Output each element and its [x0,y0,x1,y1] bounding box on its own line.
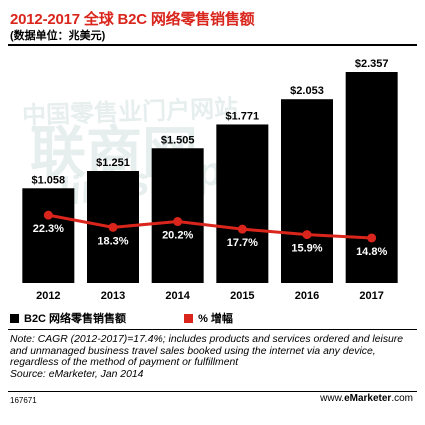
x-tick-label-2013: 2013 [101,290,125,302]
bar-value-label-2015: $1.771 [226,110,260,122]
growth-value-label-2013: 18.3% [97,235,128,247]
bar-2017 [345,72,398,283]
bar-2014 [151,148,204,283]
growth-point-2013 [108,222,118,232]
x-tick-label-2017: 2017 [359,290,383,302]
legend-bar-swatch [10,313,19,323]
brand-url: www.eMarketer.com [320,393,413,404]
brand-url-suffix: .com [391,393,413,404]
bar-value-label-2017: $2.357 [355,58,389,70]
x-tick-label-2014: 2014 [165,290,190,302]
growth-point-2016 [302,230,312,240]
footer-divider [8,391,417,392]
chart-legend: B2C 网络零售销售额 % 增幅 [10,310,233,326]
x-tick-label-2012: 2012 [36,290,60,302]
bar-value-label-2013: $1.251 [96,157,130,169]
growth-value-label-2014: 20.2% [162,230,193,242]
growth-point-2014 [173,217,183,227]
note-divider [8,329,417,330]
bar-value-label-2012: $1.058 [32,174,66,186]
bar-2016 [281,99,333,283]
brand-name: eMarketer [344,393,392,404]
growth-line [48,213,372,240]
growth-line-series [43,210,377,243]
chart-id: 167671 [10,396,37,405]
bar-value-label-2014: $1.505 [161,134,195,146]
legend-line-swatch [184,313,194,323]
x-tick-label-2015: 2015 [230,290,254,302]
growth-point-2017 [367,233,377,243]
x-tick-label-2016: 2016 [295,290,319,302]
chart-subtitle: (数据单位：兆美元) [10,30,106,42]
brand-url-prefix: www. [320,393,345,404]
bar-2012 [22,188,75,283]
growth-value-label-2016: 15.9% [291,243,322,255]
bar-2015 [216,124,269,283]
growth-value-labels: 22.3% 18.3% 20.2% 17.7% 15.9% 14.8% [33,223,388,258]
chart-source: Source: eMarketer, Jan 2014 [10,368,144,380]
growth-value-label-2017: 14.8% [356,246,387,258]
legend-bar-label: B2C 网络零售销售额 [24,313,127,325]
bar-value-label-2016: $2.053 [290,85,324,97]
growth-value-label-2012: 22.3% [33,223,64,235]
bar-value-labels: $1.058 $1.251 $1.505 $1.771 $2.053 $2.357 [32,58,389,186]
bar-series [22,72,398,283]
x-axis-tick-labels: 2012 2013 2014 2015 2016 2017 [36,290,384,302]
legend-line-label: % 增幅 [198,313,233,325]
chart-title: 2012-2017 全球 B2C 网络零售销售额 [10,11,255,28]
chart-note: Note: CAGR (2012-2017)=17.4%; includes p… [10,334,404,369]
growth-point-2015 [237,224,247,234]
growth-point-2012 [43,210,53,220]
chart-note-block: Note: CAGR (2012-2017)=17.4%; includes p… [10,334,415,380]
title-divider [8,44,417,46]
growth-value-label-2015: 17.7% [227,237,258,249]
